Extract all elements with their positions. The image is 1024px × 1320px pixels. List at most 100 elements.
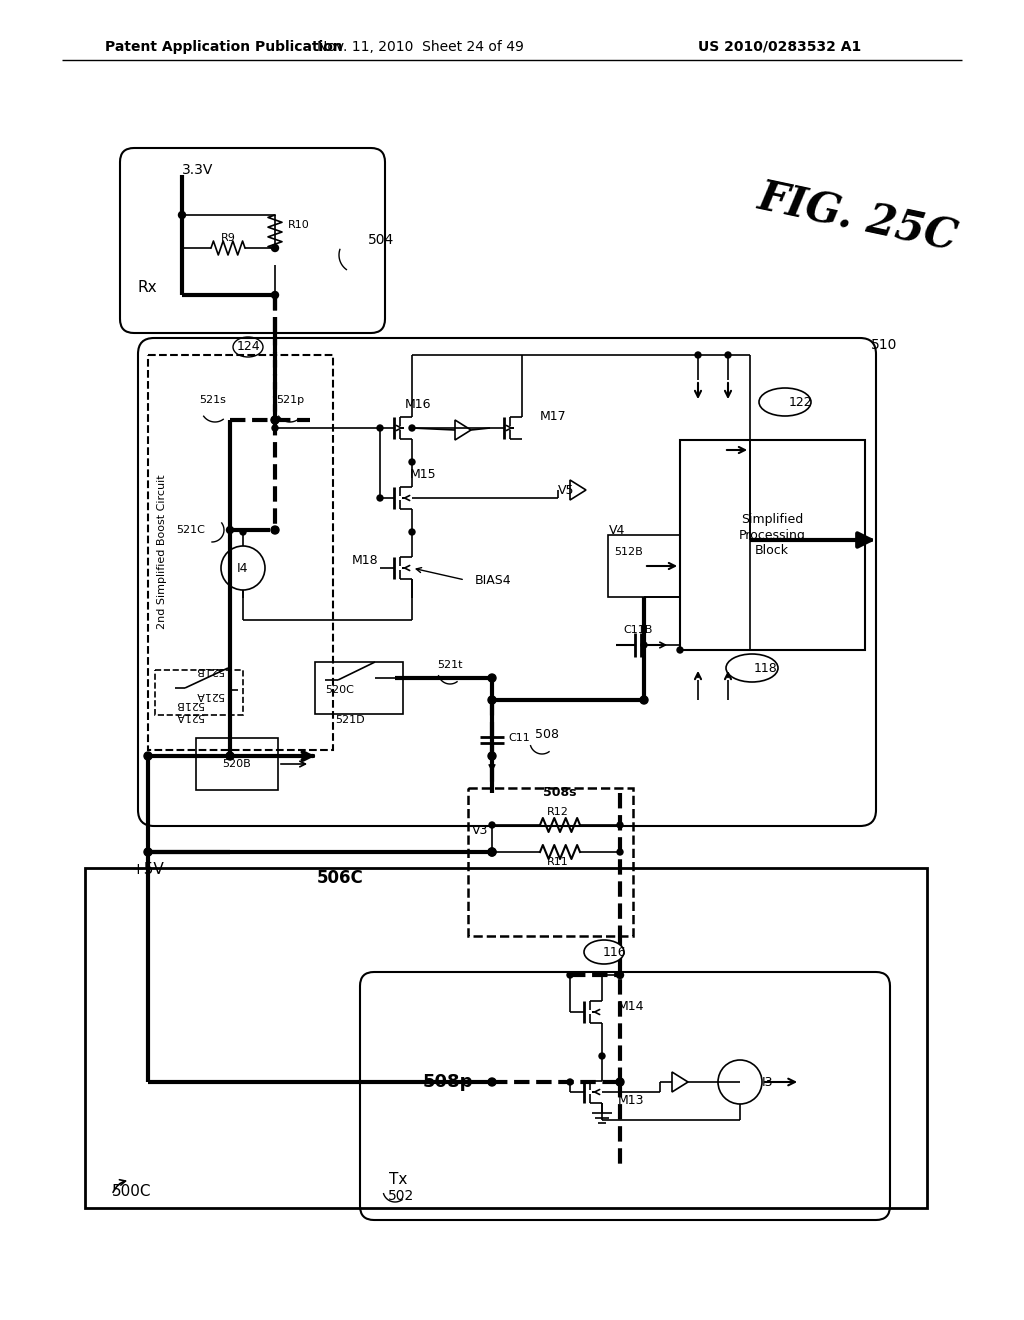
Text: V3: V3 <box>472 824 488 837</box>
Text: C11B: C11B <box>624 624 652 635</box>
Circle shape <box>617 822 623 828</box>
Bar <box>315 663 403 714</box>
Ellipse shape <box>233 337 263 356</box>
Text: 520C: 520C <box>325 685 354 696</box>
Bar <box>155 671 243 715</box>
Circle shape <box>409 459 415 465</box>
Text: 508p: 508p <box>423 1073 473 1092</box>
Text: C11: C11 <box>508 733 529 743</box>
Text: R10: R10 <box>288 220 309 230</box>
Text: 124: 124 <box>237 341 260 354</box>
Circle shape <box>271 244 279 252</box>
Circle shape <box>272 425 278 432</box>
Text: 521B: 521B <box>176 700 205 709</box>
Ellipse shape <box>584 940 624 964</box>
Text: 512B: 512B <box>614 546 643 557</box>
Circle shape <box>567 1078 573 1085</box>
Circle shape <box>616 1078 624 1086</box>
Text: I3: I3 <box>762 1076 773 1089</box>
Circle shape <box>226 752 234 760</box>
Text: M18: M18 <box>351 553 378 566</box>
Text: FIG. 25C: FIG. 25C <box>755 177 962 260</box>
Text: M17: M17 <box>540 409 566 422</box>
Text: 521t: 521t <box>437 660 463 671</box>
Circle shape <box>725 352 731 358</box>
Circle shape <box>488 752 496 760</box>
Bar <box>608 535 680 597</box>
Text: Patent Application Publication: Patent Application Publication <box>105 40 343 54</box>
Text: 506C: 506C <box>316 869 364 887</box>
Text: 521p: 521p <box>275 395 304 405</box>
Circle shape <box>488 1078 496 1086</box>
Text: 500C: 500C <box>112 1184 152 1200</box>
Text: +5V: +5V <box>132 862 165 878</box>
Text: 504: 504 <box>368 234 394 247</box>
Text: 502: 502 <box>388 1189 415 1203</box>
Text: M13: M13 <box>618 1093 644 1106</box>
Text: US 2010/0283532 A1: US 2010/0283532 A1 <box>698 40 861 54</box>
Text: M14: M14 <box>618 999 644 1012</box>
Circle shape <box>599 1053 605 1059</box>
Text: 508s: 508s <box>544 787 577 800</box>
Circle shape <box>567 972 573 978</box>
Text: 521s: 521s <box>200 395 226 405</box>
Circle shape <box>695 352 701 358</box>
Circle shape <box>271 525 279 535</box>
Text: 508: 508 <box>535 729 559 742</box>
Circle shape <box>488 696 496 704</box>
Ellipse shape <box>759 388 811 416</box>
Circle shape <box>616 972 624 978</box>
Text: 3.3V: 3.3V <box>182 162 213 177</box>
Circle shape <box>489 849 495 855</box>
Circle shape <box>271 292 279 298</box>
Text: 521D: 521D <box>335 715 365 725</box>
Text: R11: R11 <box>547 857 569 867</box>
Text: Simplified
Processing
Block: Simplified Processing Block <box>738 513 806 557</box>
Text: R12: R12 <box>547 807 569 817</box>
Circle shape <box>178 211 185 219</box>
Circle shape <box>271 416 279 424</box>
Text: 521C: 521C <box>176 525 205 535</box>
Text: 2nd Simplified Boost Circuit: 2nd Simplified Boost Circuit <box>157 475 167 630</box>
Bar <box>148 355 333 750</box>
Circle shape <box>221 546 265 590</box>
Bar <box>196 738 278 789</box>
Circle shape <box>488 847 496 855</box>
Ellipse shape <box>726 653 778 682</box>
Text: M15: M15 <box>410 467 436 480</box>
Circle shape <box>489 822 495 828</box>
Circle shape <box>718 1060 762 1104</box>
Text: Rx: Rx <box>137 280 157 294</box>
Bar <box>468 788 633 936</box>
Circle shape <box>240 529 246 535</box>
Circle shape <box>640 696 648 704</box>
Circle shape <box>488 675 496 682</box>
Text: Tx: Tx <box>389 1172 408 1188</box>
Text: 118: 118 <box>754 661 778 675</box>
Circle shape <box>617 849 623 855</box>
Text: 116: 116 <box>602 945 626 958</box>
Text: M16: M16 <box>404 397 431 411</box>
Circle shape <box>271 417 279 424</box>
Text: 521A: 521A <box>196 690 224 700</box>
Text: 510: 510 <box>871 338 897 352</box>
Circle shape <box>144 847 152 855</box>
Circle shape <box>409 529 415 535</box>
Text: R9: R9 <box>220 234 236 243</box>
Text: 521B: 521B <box>196 665 224 675</box>
Text: 521A: 521A <box>176 711 205 721</box>
Circle shape <box>226 527 233 533</box>
Text: BIAS4: BIAS4 <box>475 573 512 586</box>
Bar <box>680 440 865 649</box>
Circle shape <box>377 495 383 502</box>
Circle shape <box>641 642 647 648</box>
Circle shape <box>409 425 415 432</box>
Text: 122: 122 <box>788 396 812 408</box>
Text: V5: V5 <box>558 483 574 496</box>
Text: Nov. 11, 2010  Sheet 24 of 49: Nov. 11, 2010 Sheet 24 of 49 <box>316 40 523 54</box>
Circle shape <box>144 752 152 760</box>
Circle shape <box>377 425 383 432</box>
Text: I4: I4 <box>238 561 249 574</box>
Text: 520B: 520B <box>222 759 251 770</box>
Circle shape <box>488 847 496 855</box>
